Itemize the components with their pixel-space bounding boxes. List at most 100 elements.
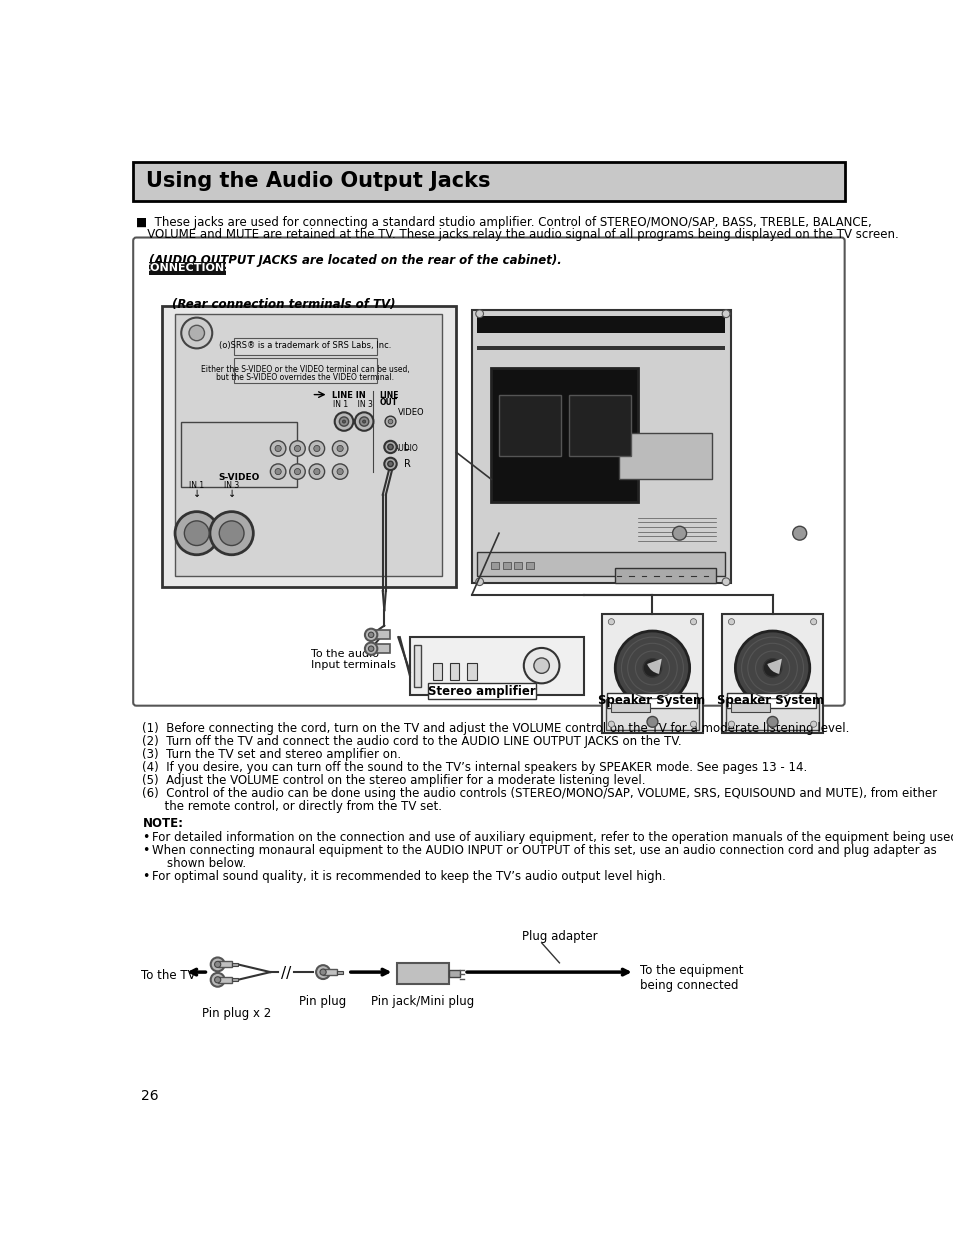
Circle shape	[672, 526, 686, 540]
Circle shape	[608, 721, 614, 727]
Circle shape	[721, 578, 729, 585]
Wedge shape	[646, 658, 661, 674]
Bar	[611, 703, 649, 711]
Text: LINE: LINE	[379, 390, 398, 400]
Text: For detailed information on the connection and use of auxiliary equipment, refer: For detailed information on the connecti…	[152, 831, 953, 845]
Bar	[476, 316, 724, 333]
Circle shape	[174, 511, 218, 555]
Text: 26: 26	[141, 1089, 158, 1103]
Circle shape	[387, 461, 393, 467]
Circle shape	[384, 458, 396, 471]
Text: (Rear connection terminals of TV): (Rear connection terminals of TV)	[172, 299, 395, 311]
Text: Plug adapter: Plug adapter	[521, 930, 598, 942]
Circle shape	[315, 966, 330, 979]
Bar	[472, 310, 731, 583]
Text: (2)  Turn off the TV and connect the audio cord to the AUDIO LINE OUTPUT JACKS o: (2) Turn off the TV and connect the audi…	[142, 735, 681, 748]
Bar	[726, 693, 815, 708]
FancyBboxPatch shape	[133, 237, 843, 705]
Bar	[476, 552, 724, 576]
Text: //: //	[280, 966, 291, 981]
Circle shape	[211, 957, 224, 972]
Text: S-VIDEO: S-VIDEO	[217, 473, 259, 482]
Text: •: •	[142, 845, 150, 857]
Text: Pin jack/Mini plug: Pin jack/Mini plug	[371, 995, 475, 1008]
Bar	[502, 562, 510, 569]
Circle shape	[476, 310, 483, 317]
Bar	[133, 162, 843, 200]
Bar	[433, 662, 442, 679]
Circle shape	[810, 721, 816, 727]
Bar	[149, 262, 226, 275]
Circle shape	[332, 464, 348, 479]
Text: AUDIO: AUDIO	[394, 443, 418, 453]
Text: (o)SRS® is a trademark of SRS Labs, Inc.: (o)SRS® is a trademark of SRS Labs, Inc.	[219, 341, 391, 350]
Text: Stereo amplifier: Stereo amplifier	[428, 684, 536, 698]
Circle shape	[721, 310, 729, 317]
Bar	[371, 645, 390, 653]
Circle shape	[290, 441, 305, 456]
Bar	[491, 562, 498, 569]
Circle shape	[211, 973, 224, 987]
Circle shape	[766, 716, 778, 727]
Circle shape	[219, 521, 244, 546]
Circle shape	[335, 412, 353, 431]
Text: L: L	[403, 442, 409, 452]
Text: IN 1    IN 3: IN 1 IN 3	[333, 400, 373, 409]
Circle shape	[735, 631, 809, 705]
Text: R: R	[403, 459, 410, 469]
Bar	[323, 969, 336, 976]
Bar	[174, 314, 442, 576]
Circle shape	[309, 464, 324, 479]
Bar	[450, 662, 459, 679]
Text: LINE IN: LINE IN	[332, 390, 365, 400]
Text: When connecting monaural equipment to the AUDIO INPUT or OUTPUT of this set, use: When connecting monaural equipment to th…	[152, 845, 936, 857]
Circle shape	[214, 977, 220, 983]
Bar	[731, 703, 769, 711]
Circle shape	[608, 619, 614, 625]
Bar	[725, 699, 819, 730]
Text: IN 3: IN 3	[224, 480, 239, 490]
Bar	[449, 969, 459, 977]
Text: Speaker System: Speaker System	[717, 694, 823, 706]
Circle shape	[270, 464, 286, 479]
Text: NOTE:: NOTE:	[142, 818, 183, 830]
Circle shape	[728, 619, 734, 625]
Circle shape	[523, 648, 558, 683]
Text: (1)  Before connecting the cord, turn on the TV and adjust the VOLUME control on: (1) Before connecting the cord, turn on …	[142, 721, 849, 735]
Bar	[491, 368, 638, 503]
Bar	[336, 971, 343, 973]
Text: Speaker System: Speaker System	[598, 694, 704, 706]
Text: IN 1: IN 1	[189, 480, 204, 490]
Text: VOLUME and MUTE are retained at the TV. These jacks relay the audio signal of al: VOLUME and MUTE are retained at the TV. …	[136, 227, 898, 241]
Circle shape	[189, 325, 204, 341]
Bar	[476, 346, 724, 350]
Circle shape	[214, 961, 220, 967]
Bar	[396, 963, 449, 984]
Text: (5)  Adjust the VOLUME control on the stereo amplifier for a moderate listening : (5) Adjust the VOLUME control on the ste…	[142, 774, 645, 787]
Circle shape	[642, 658, 661, 677]
Text: ↓: ↓	[228, 489, 235, 499]
Text: To the TV: To the TV	[141, 969, 195, 983]
Bar	[607, 693, 696, 708]
Circle shape	[309, 441, 324, 456]
Text: OUT: OUT	[379, 399, 397, 408]
Circle shape	[385, 416, 395, 427]
Bar	[233, 358, 377, 383]
Circle shape	[384, 441, 396, 453]
Text: CONNECTIONS: CONNECTIONS	[142, 263, 233, 273]
Circle shape	[294, 446, 300, 452]
Circle shape	[362, 420, 365, 424]
Circle shape	[274, 446, 281, 452]
Text: ↓: ↓	[193, 489, 200, 499]
Circle shape	[355, 412, 373, 431]
Bar	[498, 395, 560, 456]
Circle shape	[342, 420, 345, 424]
Bar	[217, 961, 232, 967]
Circle shape	[646, 716, 658, 727]
Circle shape	[336, 468, 343, 474]
Circle shape	[210, 511, 253, 555]
Bar	[467, 662, 476, 679]
Text: Using the Audio Output Jacks: Using the Audio Output Jacks	[146, 172, 490, 191]
Circle shape	[314, 446, 319, 452]
Circle shape	[728, 721, 734, 727]
